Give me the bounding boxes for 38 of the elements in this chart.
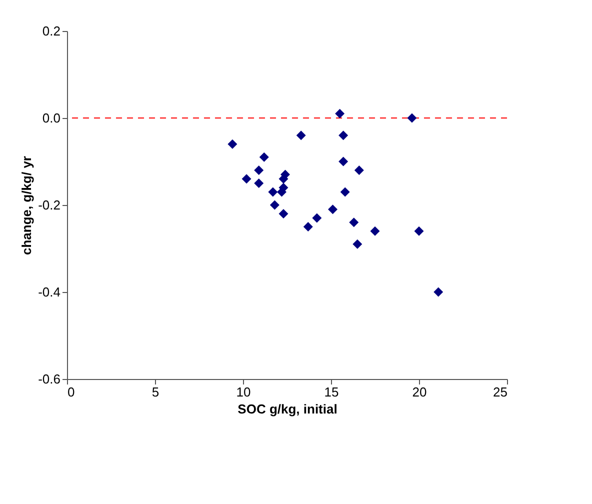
- point: [407, 113, 417, 123]
- x-axis-title: SOC g/kg, initial: [238, 402, 338, 416]
- point: [254, 178, 264, 188]
- x-tick-label: 10: [236, 384, 251, 400]
- point: [280, 170, 290, 180]
- point: [335, 108, 345, 118]
- point: [259, 152, 269, 162]
- point: [228, 139, 238, 149]
- point: [268, 187, 278, 197]
- x-tick-label: 5: [152, 384, 160, 400]
- point: [278, 182, 288, 192]
- point: [296, 130, 306, 140]
- y-tick-label: 0.0: [42, 110, 60, 126]
- y-tick-label: -0.4: [38, 284, 60, 300]
- point: [338, 156, 348, 166]
- y-tick-label: -0.6: [38, 372, 60, 386]
- point: [303, 222, 313, 232]
- x-tick-label: 25: [493, 384, 508, 400]
- point: [328, 204, 338, 214]
- point: [278, 208, 288, 218]
- point: [414, 226, 424, 236]
- x-tick-label: 20: [412, 384, 427, 400]
- point: [270, 200, 280, 210]
- point: [254, 165, 264, 175]
- point: [354, 165, 364, 175]
- x-tick-label: 15: [324, 384, 339, 400]
- point: [340, 187, 350, 197]
- y-axis-title: change, g/kg/ yr: [19, 156, 34, 255]
- point: [242, 174, 252, 184]
- y-tick-label: 0.2: [42, 24, 60, 38]
- point: [312, 213, 322, 223]
- x-tick-label: 0: [68, 384, 75, 400]
- point: [352, 239, 362, 249]
- point: [370, 226, 380, 236]
- point: [349, 218, 359, 228]
- y-tick-label: -0.2: [38, 198, 60, 212]
- point: [338, 130, 348, 140]
- point: [434, 287, 444, 297]
